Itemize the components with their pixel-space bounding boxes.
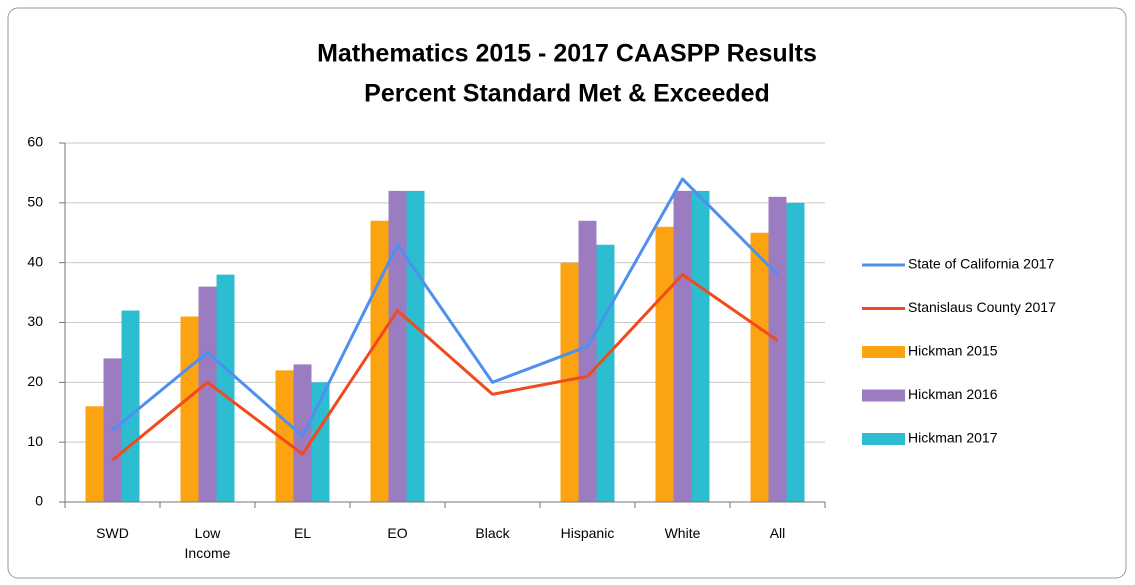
bar [691, 190, 710, 502]
legend-swatch [862, 433, 905, 445]
x-tick-label: All [769, 525, 786, 541]
bar [673, 190, 692, 502]
legend-label: Hickman 2017 [908, 430, 998, 446]
x-tick-label: Low Income [184, 525, 231, 561]
line-series [111, 177, 779, 438]
x-tick-label: Hispanic [560, 525, 615, 541]
y-tick-label: 0 [35, 493, 43, 509]
x-tick-label: White [664, 525, 701, 541]
y-tick-label: 30 [27, 313, 43, 329]
bar [216, 274, 235, 502]
bar [275, 370, 294, 502]
bar [121, 310, 140, 502]
chart-subtitle: Percent Standard Met & Exceeded [364, 80, 770, 108]
y-tick-label: 10 [27, 433, 43, 449]
bar [596, 244, 615, 502]
legend-label: Hickman 2016 [908, 386, 998, 402]
bar [85, 406, 104, 502]
bar [180, 316, 199, 502]
chart-title: Mathematics 2015 - 2017 CAASPP Results [317, 40, 817, 68]
line-series [111, 273, 779, 462]
y-tick-label: 50 [27, 194, 43, 210]
x-tick-label: EL [293, 525, 312, 541]
bar [768, 196, 787, 502]
y-tick-label: 20 [27, 373, 43, 389]
bar [560, 262, 579, 502]
bar [750, 232, 769, 502]
legend-label: State of California 2017 [908, 256, 1055, 272]
bar [655, 226, 674, 502]
y-tick-label: 60 [27, 134, 43, 150]
bar [786, 202, 805, 503]
y-tick-label: 40 [27, 253, 43, 269]
legend-swatch [862, 346, 905, 358]
bar [370, 220, 389, 503]
bar [388, 190, 407, 502]
x-tick-label: SWD [96, 525, 129, 541]
x-tick-label: EO [387, 525, 408, 541]
bar [578, 220, 597, 503]
x-tick-label: Black [475, 525, 510, 541]
legend-label: Stanislaus County 2017 [908, 299, 1056, 315]
legend-label: Hickman 2015 [908, 343, 998, 359]
bar [198, 286, 217, 502]
legend-swatch [862, 389, 905, 402]
bar [406, 190, 425, 502]
